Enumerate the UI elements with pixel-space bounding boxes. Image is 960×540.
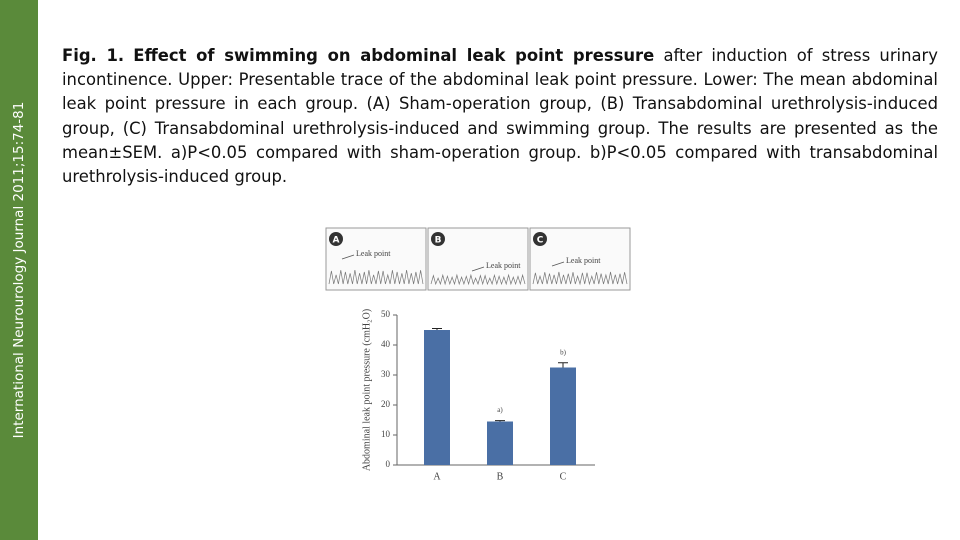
- x-tick-label: B: [497, 471, 504, 482]
- panel-badge: [431, 232, 445, 246]
- y-tick-label: 50: [381, 309, 391, 319]
- leak-arrow: [551, 261, 565, 267]
- y-tick-label: 10: [381, 429, 391, 439]
- y-tick-label: 40: [381, 339, 391, 349]
- pressure-trace: [532, 271, 628, 286]
- x-tick-label: A: [433, 471, 441, 482]
- pressure-trace: [430, 273, 526, 286]
- pressure-trace: [328, 269, 424, 285]
- y-tick-label: 20: [381, 399, 391, 409]
- sidebar: International Neurourology Journal 2011;…: [0, 0, 38, 540]
- y-tick-label: 30: [381, 369, 391, 379]
- panel-letter: B: [435, 236, 442, 246]
- significance-label: b): [560, 348, 567, 356]
- x-tick-label: C: [560, 471, 567, 482]
- y-tick-label: 0: [386, 459, 391, 469]
- leak-arrow: [341, 254, 355, 260]
- y-axis-label: Abdominal leak point pressure (cmH₂O): [361, 309, 372, 471]
- leak-point-label: Leak point: [566, 256, 601, 265]
- caption-label: Fig. 1.: [62, 46, 125, 65]
- bar: [487, 421, 513, 465]
- error-bar: [432, 328, 442, 330]
- significance-label: a): [497, 406, 503, 414]
- leak-arrow: [471, 266, 485, 272]
- bar: [424, 330, 450, 465]
- leak-point-label: Leak point: [356, 249, 391, 258]
- caption-title: Effect of swimming on abdominal leak poi…: [133, 46, 655, 65]
- error-bar: [495, 420, 505, 422]
- panel-badge: [533, 232, 547, 246]
- caption-text: after induction of stress urinary incont…: [62, 46, 938, 187]
- panel-badge: [329, 232, 343, 246]
- panel-letter: A: [333, 236, 340, 246]
- panel-letter: C: [537, 236, 544, 246]
- error-bar: [558, 362, 568, 368]
- caption: Fig. 1. Effect of swimming on abdominal …: [62, 44, 938, 189]
- leak-point-label: Leak point: [486, 261, 521, 270]
- bar: [550, 367, 576, 465]
